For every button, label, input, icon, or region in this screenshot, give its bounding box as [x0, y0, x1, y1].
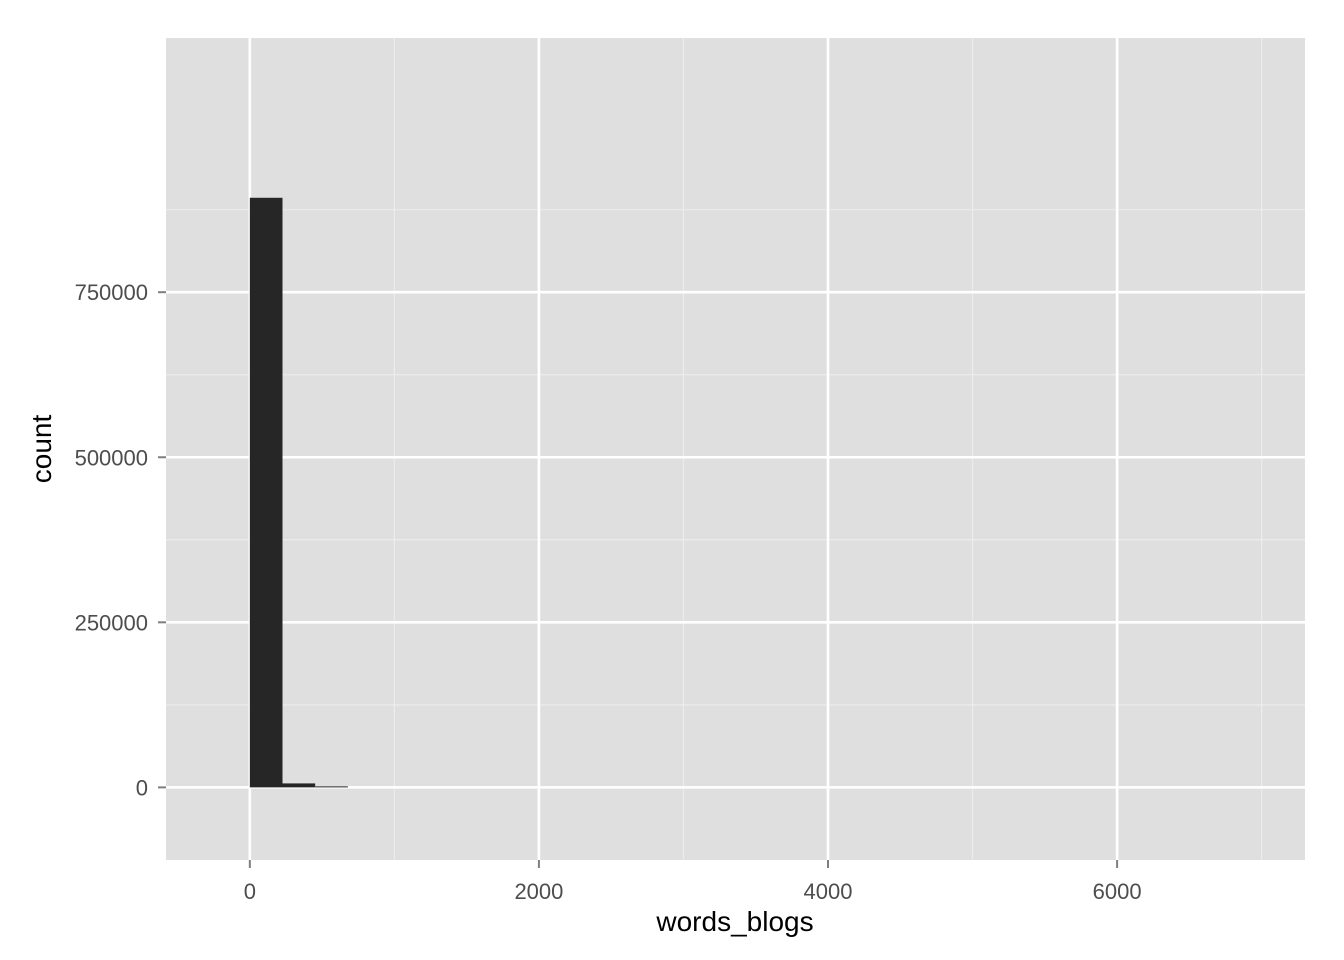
y-tick-label: 500000 [75, 445, 148, 470]
histogram-bar-3 [315, 786, 348, 788]
histogram-bar-2 [282, 783, 316, 788]
axes: 0 2000 4000 6000 0 250000 500000 750000 [75, 280, 1142, 904]
histogram-bars [249, 197, 348, 788]
x-tick-label: 4000 [804, 879, 853, 904]
x-tick-label: 0 [244, 879, 256, 904]
x-axis-title: words_blogs [655, 906, 813, 937]
y-tick-label: 250000 [75, 610, 148, 635]
plot-panel [166, 38, 1305, 860]
x-tick-label: 6000 [1093, 879, 1142, 904]
grid-lines [166, 38, 1305, 860]
x-tick-label: 2000 [514, 879, 563, 904]
histogram-bar-1 [249, 197, 283, 788]
y-tick-label: 0 [136, 775, 148, 800]
y-axis-title: count [26, 415, 57, 484]
y-tick-label: 750000 [75, 280, 148, 305]
